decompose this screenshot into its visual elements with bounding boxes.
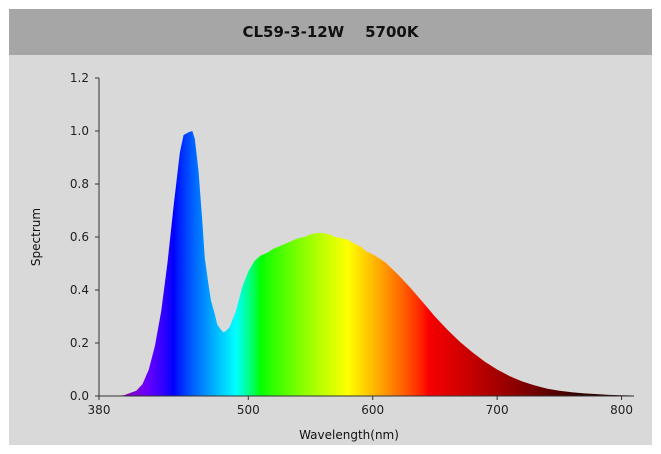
x-axis-label: Wavelength(nm) bbox=[299, 428, 399, 442]
y-tick-label: 0.4 bbox=[70, 283, 89, 297]
x-tick-label: 380 bbox=[88, 403, 111, 417]
x-tick-label: 500 bbox=[237, 403, 260, 417]
x-tick-label: 700 bbox=[486, 403, 509, 417]
y-tick-label: 1.0 bbox=[70, 124, 89, 138]
y-axis-label: Spectrum bbox=[29, 208, 43, 266]
x-tick-label: 800 bbox=[610, 403, 633, 417]
spectrum-area bbox=[111, 131, 634, 396]
y-tick-label: 0.2 bbox=[70, 336, 89, 350]
y-tick-label: 0.6 bbox=[70, 230, 89, 244]
y-tick-label: 0.8 bbox=[70, 177, 89, 191]
y-tick-label: 0.0 bbox=[70, 389, 89, 403]
axes-layer: 0.0 0.2 0.4 0.6 0.8 1.0 1.2 380 500 600 700 800 bbox=[70, 71, 634, 417]
chart-title: CL59-3-12W 5700K bbox=[9, 9, 652, 55]
x-tick-label: 600 bbox=[361, 403, 384, 417]
plot-layer bbox=[111, 131, 634, 396]
y-tick-label: 1.2 bbox=[70, 71, 89, 85]
